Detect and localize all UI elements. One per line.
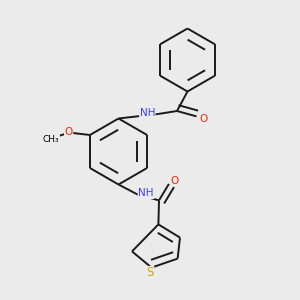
Text: S: S bbox=[146, 266, 154, 280]
Text: NH: NH bbox=[138, 188, 154, 199]
Text: O: O bbox=[64, 127, 73, 137]
Text: NH: NH bbox=[140, 108, 155, 118]
Text: O: O bbox=[199, 114, 207, 124]
Text: O: O bbox=[171, 176, 179, 186]
Text: CH₃: CH₃ bbox=[43, 135, 59, 144]
